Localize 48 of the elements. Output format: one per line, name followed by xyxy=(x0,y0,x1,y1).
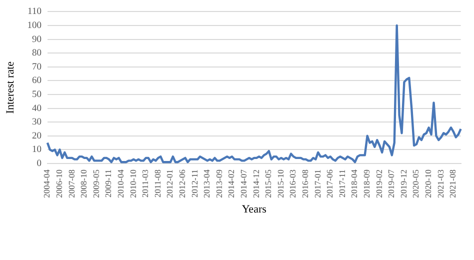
x-tick-label: 2004-04 xyxy=(42,168,52,198)
x-tick-label: 2012-06 xyxy=(177,169,188,198)
x-tick-label: 2019-12 xyxy=(398,169,408,198)
y-tick-label: 30 xyxy=(32,118,42,128)
x-tick-label: 2020-05 xyxy=(410,169,421,198)
x-tick-label: 2015-10 xyxy=(275,169,286,198)
x-tick-label: 2021-03 xyxy=(435,169,446,198)
y-tick-label: 70 xyxy=(32,62,42,72)
x-tick-label: 2012-11 xyxy=(189,169,200,198)
x-tick-label: 2019-07 xyxy=(386,169,396,198)
y-tick-label: 100 xyxy=(27,20,42,31)
x-tick-label: 2006-10 xyxy=(54,169,64,198)
x-tick-label: 2011-08 xyxy=(152,169,162,198)
x-tick-label: 2013-04 xyxy=(202,168,212,198)
y-tick-label: 80 xyxy=(32,48,42,59)
y-tick-label: 20 xyxy=(32,131,42,142)
y-tick-label: 60 xyxy=(32,76,42,86)
y-tick-label: 0 xyxy=(36,158,42,169)
y-axis-title: Interest rate xyxy=(4,61,16,114)
x-tick-label: 2007-08 xyxy=(66,169,76,198)
x-tick-label: 2009-11 xyxy=(103,169,114,198)
x-tick-label: 2011-03 xyxy=(140,169,150,198)
x-tick-label: 2017-11 xyxy=(336,169,347,198)
x-tick-label: 2020-10 xyxy=(423,169,434,198)
x-tick-label: 2019-02 xyxy=(374,169,384,198)
x-tick-label: 2021-08 xyxy=(448,169,458,198)
x-tick-label: 2008-10 xyxy=(78,169,89,198)
x-tick-label: 2014-12 xyxy=(250,169,261,198)
x-tick-label: 2014-02 xyxy=(226,169,236,198)
y-tick-label: 110 xyxy=(28,7,42,18)
y-tick-label: 40 xyxy=(32,104,42,114)
x-tick-label: 2018-09 xyxy=(362,169,372,198)
x-tick-label: 2017-01 xyxy=(312,169,322,198)
x-tick-label: 2013-09 xyxy=(214,169,224,198)
x-tick-label: 2017-06 xyxy=(324,169,335,198)
y-tick-label: 90 xyxy=(32,34,42,45)
x-tick-label: 2010-10 xyxy=(128,169,138,198)
x-tick-label: 2016-03 xyxy=(288,169,298,198)
y-tick-label: 50 xyxy=(32,90,42,100)
x-tick-label: 2018-04 xyxy=(349,168,360,198)
x-tick-label: 2012-01 xyxy=(164,169,175,198)
x-tick-label: 2016-08 xyxy=(300,169,310,198)
x-tick-label: 2010-04 xyxy=(115,168,126,198)
x-axis-title: Years xyxy=(242,203,266,216)
x-tick-label: 2015-05 xyxy=(263,169,274,198)
x-tick-label: 2009-05 xyxy=(90,169,101,198)
y-tick-label: 10 xyxy=(32,145,42,156)
x-tick-label: 2014-07 xyxy=(238,169,249,198)
